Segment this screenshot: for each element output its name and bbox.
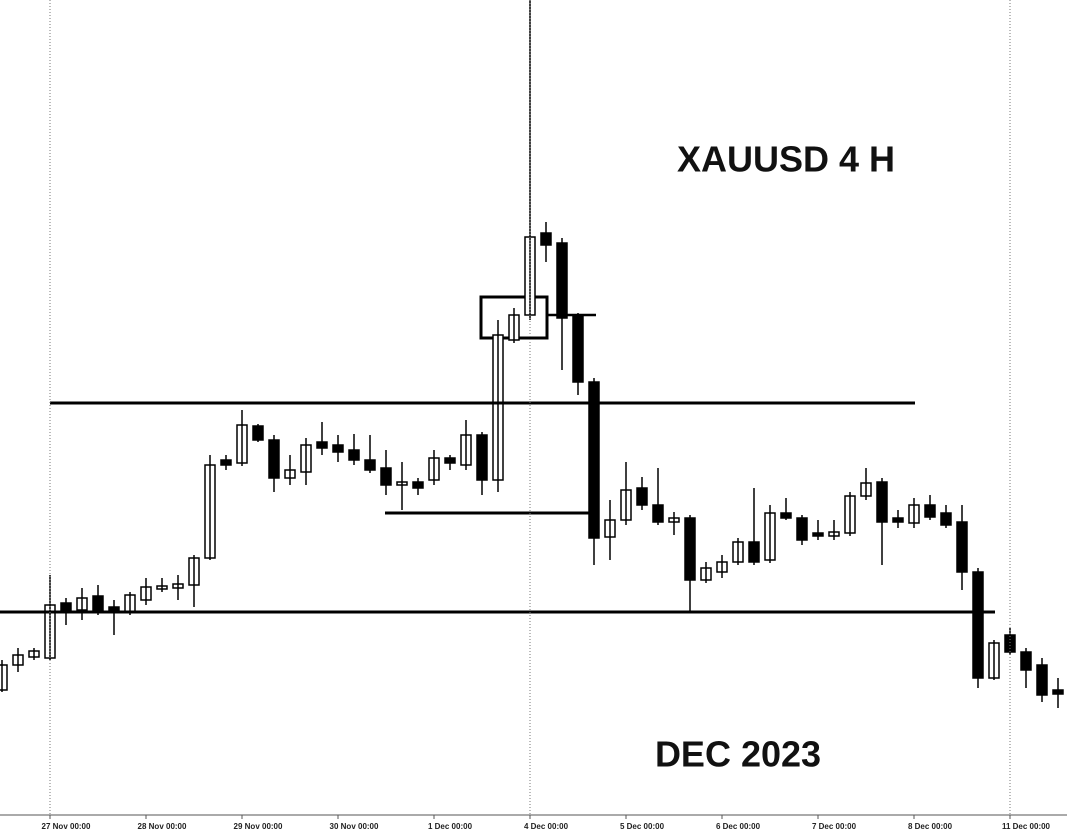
x-tick-label: 6 Dec 00:00 bbox=[716, 822, 761, 831]
candle-body bbox=[0, 664, 8, 691]
chart-title: XAUUSD 4 H bbox=[677, 139, 895, 180]
x-tick-label: 30 Nov 00:00 bbox=[330, 822, 379, 831]
x-tick-label: 28 Nov 00:00 bbox=[138, 822, 187, 831]
x-tick-label: 4 Dec 00:00 bbox=[524, 822, 569, 831]
x-tick-label: 27 Nov 00:00 bbox=[42, 822, 91, 831]
x-tick-label: 5 Dec 00:00 bbox=[620, 822, 665, 831]
x-tick-label: 29 Nov 00:00 bbox=[234, 822, 283, 831]
chart-subtitle: DEC 2023 bbox=[655, 734, 821, 775]
x-tick-label: 7 Dec 00:00 bbox=[812, 822, 857, 831]
x-tick-label: 11 Dec 00:00 bbox=[1002, 822, 1051, 831]
x-tick-label: 1 Dec 00:00 bbox=[428, 822, 473, 831]
x-tick-label: 8 Dec 00:00 bbox=[908, 822, 953, 831]
